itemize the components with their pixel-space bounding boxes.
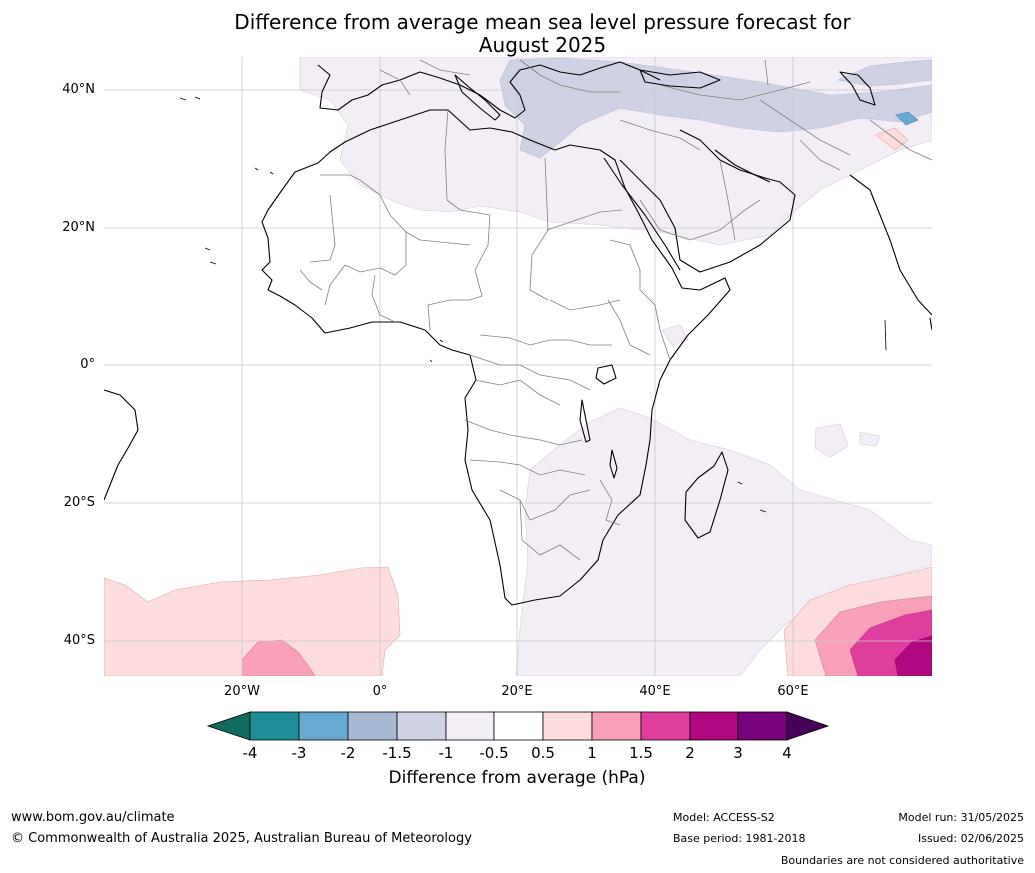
europe-coast	[317, 61, 661, 119]
footer-copyright: © Commonwealth of Australia 2025, Austra…	[11, 831, 472, 846]
colorbar-tick: -2	[340, 744, 356, 762]
lake-malawi	[609, 449, 618, 479]
colorbar-bin-8	[591, 711, 642, 741]
persian-gulf-coast	[714, 149, 771, 183]
anomaly-region-pos-2-se	[894, 635, 932, 676]
colorbar-extend-min	[206, 711, 251, 741]
sri-lanka	[929, 317, 932, 331]
anomaly-region-neg-1-small-2	[859, 431, 881, 447]
footer-model-run: Model run: 31/05/2025	[898, 811, 1024, 824]
footer-disclaimer: Boundaries are not considered authoritat…	[780, 854, 1024, 867]
anomaly-region-pos-1-sw	[241, 639, 316, 676]
lat-label-40n: 40°N	[62, 82, 95, 97]
caspian-coast	[839, 71, 876, 106]
lake-victoria	[595, 364, 617, 385]
anomaly-fill	[104, 57, 932, 676]
footer-base-period: Base period: 1981-2018	[673, 832, 806, 845]
map-title-line-2: August 2025	[478, 33, 607, 57]
footer-url[interactable]: www.bom.gov.au/climate	[11, 810, 175, 825]
colorbar-tick: -0.5	[479, 744, 509, 762]
colorbar-bin-10	[689, 711, 739, 741]
colorbar-tick: -1	[438, 744, 454, 762]
arabia-coast	[619, 129, 796, 273]
colorbar-title: Difference from average (hPa)	[388, 768, 646, 788]
lon-label-20e: 20°E	[501, 684, 533, 699]
colorbar-tick: 0.5	[531, 744, 555, 762]
colorbar-tick: 2	[685, 744, 695, 762]
colorbar-tick: -1.5	[382, 744, 412, 762]
italy-coast	[454, 74, 501, 121]
coastlines	[104, 61, 932, 606]
map-title-line-1: Difference from average mean sea level p…	[234, 10, 851, 34]
south-america-coast	[104, 389, 139, 501]
graticule	[104, 57, 932, 676]
islands	[179, 96, 887, 513]
madagascar-coast	[684, 451, 729, 539]
lat-label-40s: 40°S	[63, 633, 95, 648]
india-coast	[849, 174, 932, 316]
anomaly-region-neg-1-small	[814, 423, 849, 458]
anomaly-region-pos-0-5-sw	[104, 566, 401, 676]
lake-tanganyika	[579, 399, 591, 443]
africa-coast	[261, 109, 731, 606]
lon-label-0: 0°	[372, 684, 388, 699]
red-sea-coast	[603, 157, 681, 271]
colorbar-bin-11	[737, 711, 788, 741]
colorbar-bin-2	[298, 711, 349, 741]
colorbar-bin-1	[249, 711, 300, 741]
lon-label-20w: 20°W	[224, 684, 260, 699]
lon-label-60e: 60°E	[777, 684, 809, 699]
colorbar-extend-max	[786, 711, 830, 741]
colorbar-bin-7	[542, 711, 593, 741]
colorbar	[206, 711, 830, 741]
map-area	[104, 57, 932, 676]
colorbar-bin-6	[493, 711, 544, 741]
lat-label-20s: 20°S	[63, 495, 95, 510]
anomaly-region-neg-1-small-3	[661, 324, 689, 346]
colorbar-bin-5	[445, 711, 495, 741]
colorbar-tick: -4	[242, 744, 258, 762]
country-borders	[299, 59, 932, 561]
anomaly-region-neg-1-5-north	[499, 57, 932, 159]
anomaly-region-neg-2-north	[895, 111, 919, 126]
colorbar-bin-9	[640, 711, 691, 741]
footer-issued: Issued: 02/06/2025	[917, 832, 1024, 845]
footer-model: Model: ACCESS-S2	[673, 811, 775, 824]
colorbar-bin-3	[347, 711, 398, 741]
lat-label-20n: 20°N	[62, 220, 95, 235]
colorbar-tick: 1.5	[629, 744, 653, 762]
colorbar-tick: -3	[291, 744, 307, 762]
colorbar-tick: 4	[782, 744, 792, 762]
lon-label-40e: 40°E	[639, 684, 671, 699]
anomaly-region-pos-0-5-north	[875, 127, 909, 151]
lat-label-0: 0°	[80, 357, 95, 372]
colorbar-tick: 3	[733, 744, 743, 762]
colorbar-bin-4	[396, 711, 447, 741]
black-sea-coast	[639, 69, 721, 89]
colorbar-tick: 1	[587, 744, 597, 762]
